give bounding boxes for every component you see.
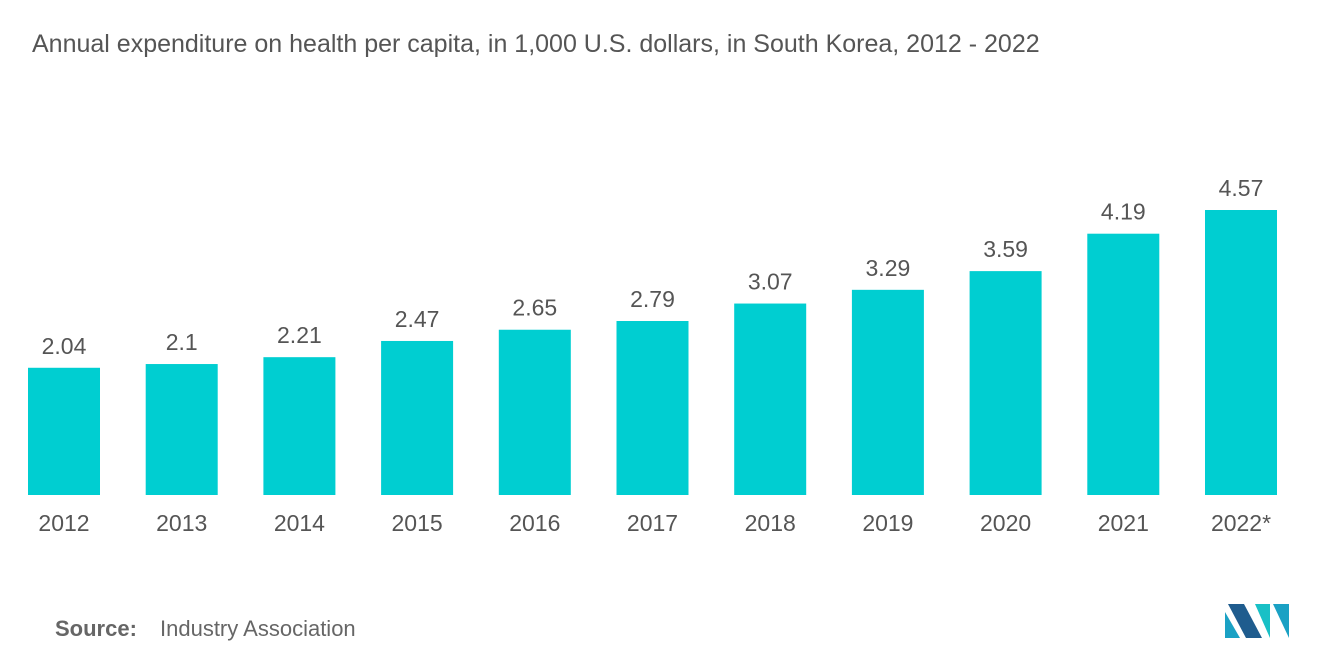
bar bbox=[1205, 210, 1277, 495]
bar bbox=[381, 340, 454, 495]
value-label: 2.47 bbox=[395, 306, 440, 332]
x-tick-label: 2013 bbox=[156, 510, 207, 536]
x-tick-label: 2021 bbox=[1098, 510, 1149, 536]
value-label: 2.65 bbox=[512, 295, 557, 321]
bar bbox=[734, 303, 807, 495]
value-label: 2.1 bbox=[166, 329, 198, 355]
bar bbox=[498, 329, 571, 495]
value-label: 2.04 bbox=[42, 333, 87, 359]
value-label: 2.79 bbox=[630, 286, 675, 312]
bar bbox=[969, 271, 1042, 495]
x-tick-label: 2020 bbox=[980, 510, 1031, 536]
value-label: 2.21 bbox=[277, 322, 322, 348]
value-label: 3.59 bbox=[983, 236, 1028, 262]
value-label: 3.07 bbox=[748, 269, 793, 295]
x-tick-label: 2022* bbox=[1211, 510, 1271, 536]
x-tick-label: 2017 bbox=[627, 510, 678, 536]
value-label: 4.57 bbox=[1219, 175, 1264, 201]
x-tick-label: 2018 bbox=[745, 510, 796, 536]
source-text: Industry Association bbox=[160, 616, 356, 641]
x-tick-label: 2019 bbox=[862, 510, 913, 536]
value-label: 4.19 bbox=[1101, 199, 1146, 225]
x-tick-label: 2014 bbox=[274, 510, 325, 536]
bar bbox=[616, 321, 689, 495]
logo bbox=[1225, 604, 1289, 638]
x-tick-label: 2015 bbox=[392, 510, 443, 536]
chart-title: Annual expenditure on health per capita,… bbox=[32, 30, 1040, 58]
bar bbox=[1087, 233, 1160, 495]
value-label: 3.29 bbox=[866, 255, 911, 281]
x-tick-label: 2012 bbox=[38, 510, 89, 536]
source-label: Source: bbox=[55, 616, 137, 641]
bar bbox=[263, 357, 336, 495]
x-tick-label: 2016 bbox=[509, 510, 560, 536]
bar bbox=[851, 289, 924, 495]
bar bbox=[145, 364, 218, 495]
bar bbox=[28, 367, 100, 495]
